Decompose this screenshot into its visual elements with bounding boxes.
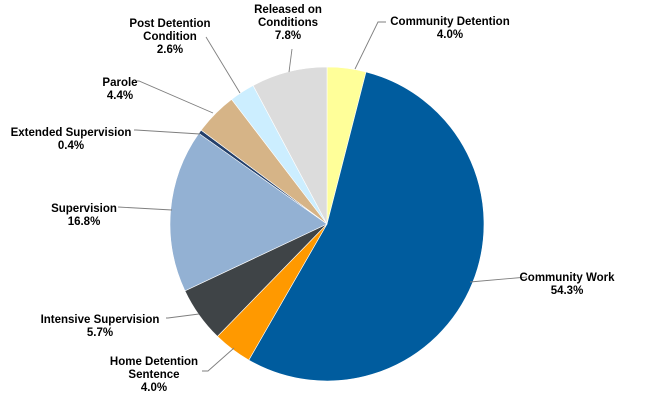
label-name-released-on-conditions: Released on: [254, 4, 322, 16]
label-name-community-detention: Community Detention: [390, 16, 509, 28]
label-name-parole: Parole: [102, 77, 137, 89]
label-value-community-work: 54.3%: [551, 285, 584, 297]
label-name-post-detention-condition: Post Detention: [129, 18, 210, 30]
data-label-intensive-supervision: Intensive Supervision 5.7%: [41, 314, 160, 339]
data-label-home-detention-sentence: Home Detention Sentence 4.0%: [110, 356, 198, 394]
leader-line-community-work: [469, 276, 528, 283]
data-label-supervision: Supervision 16.8%: [51, 203, 117, 228]
label-name-released-on-conditions: Conditions: [258, 17, 318, 29]
label-value-post-detention-condition: 2.6%: [157, 44, 183, 56]
label-value-community-detention: 4.0%: [437, 29, 463, 41]
data-label-community-work: Community Work 54.3%: [520, 272, 616, 297]
leader-line-post-detention-condition: [205, 36, 241, 94]
leader-line-extended-supervision: [134, 129, 201, 135]
leader-line-home-detention-sentence: [202, 347, 235, 372]
label-value-home-detention-sentence: 4.0%: [141, 382, 167, 394]
label-name-post-detention-condition: Condition: [143, 31, 197, 43]
data-label-released-on-conditions: Released on Conditions 7.8%: [254, 4, 322, 42]
label-value-released-on-conditions: 7.8%: [275, 30, 301, 42]
label-name-home-detention-sentence: Home Detention: [110, 356, 198, 368]
label-name-intensive-supervision: Intensive Supervision: [41, 314, 160, 326]
leader-line-supervision: [117, 206, 173, 211]
leader-line-parole: [137, 80, 214, 114]
leader-line-released-on-conditions: [288, 48, 293, 73]
label-name-extended-supervision: Extended Supervision: [11, 127, 132, 139]
label-name-home-detention-sentence: Sentence: [128, 369, 179, 381]
label-value-supervision: 16.8%: [68, 216, 101, 228]
data-label-post-detention-condition: Post Detention Condition 2.6%: [129, 18, 210, 56]
label-name-community-work: Community Work: [520, 272, 616, 284]
data-label-extended-supervision: Extended Supervision 0.4%: [11, 127, 132, 152]
label-value-extended-supervision: 0.4%: [58, 140, 84, 152]
label-value-intensive-supervision: 5.7%: [87, 327, 113, 339]
leader-line-community-detention: [354, 21, 386, 70]
leader-line-intensive-supervision: [166, 313, 200, 319]
pie-slice-community-work: [248, 71, 485, 382]
data-label-community-detention: Community Detention 4.0%: [390, 16, 509, 41]
label-name-supervision: Supervision: [51, 203, 117, 215]
data-label-parole: Parole 4.4%: [102, 77, 137, 102]
label-value-parole: 4.4%: [107, 90, 133, 102]
